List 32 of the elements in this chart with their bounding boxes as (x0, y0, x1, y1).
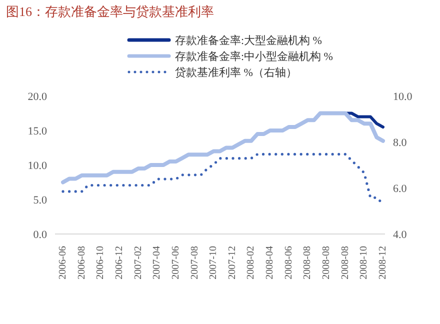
y-tick-label: 15.0 (28, 125, 48, 138)
x-tick-label: 2008-06 (283, 246, 294, 280)
x-tick-label: 2007-06 (170, 246, 182, 280)
legend-label: 存款准备金率:大型金融机构 % (175, 34, 322, 48)
x-tick-label: 2007-12 (226, 246, 238, 280)
y2-tick-label: 4.0 (393, 228, 408, 241)
y-tick-label: 0.0 (33, 228, 48, 241)
y-tick-label: 20.0 (28, 90, 48, 103)
legend-label: 贷款基准利率 %（右轴） (175, 66, 297, 80)
x-tick-label: 2008-02 (246, 246, 257, 280)
x-tick-label: 2008-12 (378, 246, 388, 280)
y-tick-label: 5.0 (33, 194, 48, 206)
legend-label: 存款准备金率:中小型金融机构 % (175, 50, 333, 64)
x-tick-label: 2006-12 (114, 246, 125, 280)
y2-tick-label: 10.0 (393, 90, 413, 103)
x-tick-label: 2007-02 (132, 246, 144, 280)
x-tick-label: 2008-04 (264, 246, 276, 280)
x-tick-label: 2007-04 (152, 246, 163, 280)
y-tick-label: 10.0 (28, 160, 48, 172)
x-tick-label: 2006-10 (95, 246, 106, 280)
x-tick-label: 2008-08 (321, 246, 332, 280)
y2-tick-label: 8.0 (393, 136, 408, 149)
chart-title: 图16：存款准备金率与贷款基准利率 (6, 3, 214, 21)
x-tick-label: 2008-08 (302, 246, 314, 280)
y2-tick-label: 6.0 (393, 182, 408, 195)
x-tick-label: 2008-08 (340, 246, 351, 280)
line-series (61, 111, 385, 184)
x-tick-label: 2008-10 (358, 246, 370, 280)
x-tick-label: 2006-06 (58, 246, 68, 280)
x-tick-label: 2007-08 (189, 246, 200, 280)
x-tick-label: 2006-08 (76, 246, 88, 280)
x-tick-label: 2007-10 (208, 246, 220, 280)
